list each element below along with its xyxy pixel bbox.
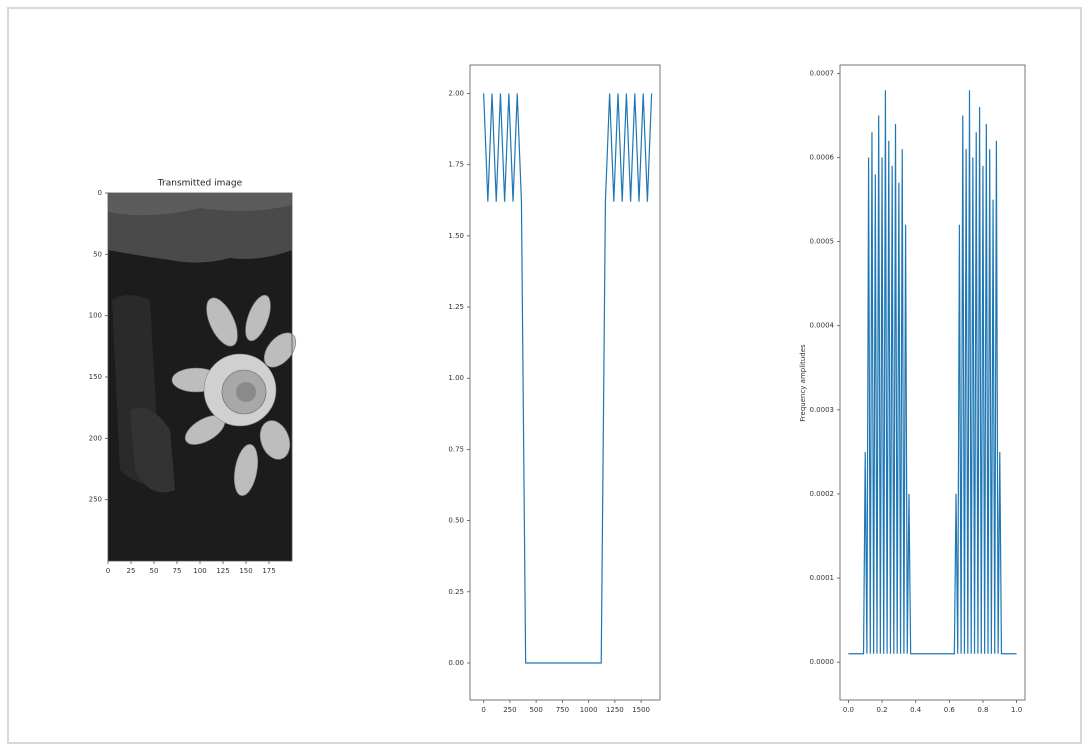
x-tick-label: 750 — [556, 706, 569, 714]
y-tick-label: 100 — [89, 312, 102, 320]
x-tick-label: 125 — [216, 567, 229, 575]
y-tick-label: 0.0002 — [810, 490, 835, 498]
y-tick-label: 0.0006 — [810, 154, 835, 162]
x-tick-label: 0.6 — [944, 706, 956, 714]
y-tick-label: 0 — [98, 189, 102, 197]
image — [108, 193, 302, 561]
x-tick-label: 100 — [193, 567, 206, 575]
y-tick-label: 2.00 — [448, 89, 464, 97]
y-tick-label: 0.0000 — [810, 658, 835, 666]
y-tick-label: 0.0001 — [810, 574, 835, 582]
x-tick-label: 25 — [127, 567, 136, 575]
x-tick-label: 150 — [239, 567, 252, 575]
y-axis-label: Frequency amplitudes — [799, 344, 807, 422]
x-tick-label: 0 — [481, 706, 485, 714]
y-tick-label: 250 — [89, 496, 102, 504]
y-tick-label: 0.0005 — [810, 238, 835, 246]
y-tick-label: 150 — [89, 373, 102, 381]
x-tick-label: 0 — [106, 567, 110, 575]
x-tick-label: 50 — [150, 567, 159, 575]
y-tick-label: 0.00 — [448, 659, 464, 667]
y-tick-label: 0.50 — [448, 517, 464, 525]
y-tick-label: 1.00 — [448, 374, 464, 382]
y-tick-label: 1.25 — [448, 303, 464, 311]
y-tick-label: 0.0004 — [810, 322, 835, 330]
x-tick-label: 1250 — [606, 706, 624, 714]
x-tick-label: 175 — [262, 567, 275, 575]
y-tick-label: 0.25 — [448, 588, 464, 596]
chart-title: Transmitted image — [157, 179, 243, 189]
x-tick-label: 0.0 — [843, 706, 854, 714]
y-tick-label: 0.0003 — [810, 406, 835, 414]
y-tick-label: 1.75 — [448, 161, 464, 169]
x-tick-label: 0.4 — [910, 706, 922, 714]
x-tick-label: 250 — [503, 706, 516, 714]
x-tick-label: 1000 — [580, 706, 598, 714]
figure: Transmitted image Frequency amplitudes 0… — [0, 0, 1089, 751]
x-tick-label: 0.8 — [977, 706, 988, 714]
y-tick-label: 200 — [89, 434, 102, 442]
y-tick-label: 1.50 — [448, 232, 464, 240]
x-tick-label: 0.2 — [876, 706, 887, 714]
x-tick-label: 500 — [529, 706, 542, 714]
y-tick-label: 0.75 — [448, 445, 464, 453]
x-tick-label: 1.0 — [1011, 706, 1022, 714]
x-tick-label: 75 — [173, 567, 182, 575]
y-tick-label: 50 — [93, 250, 102, 258]
x-tick-label: 1500 — [632, 706, 650, 714]
y-tick-label: 0.0007 — [810, 69, 835, 77]
